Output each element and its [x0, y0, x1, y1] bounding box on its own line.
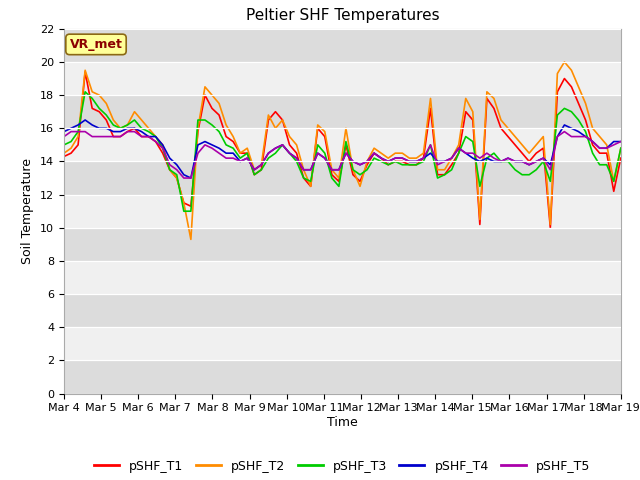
pSHF_T4 — [568, 125, 575, 131]
Bar — [64, 128, 621, 161]
pSHF_T1 — [399, 158, 406, 164]
Line: pSHF_T5: pSHF_T5 — [64, 132, 621, 178]
pSHF_T3 — [434, 175, 442, 181]
Y-axis label: Soil Temperature: Soil Temperature — [22, 158, 35, 264]
pSHF_T4 — [406, 158, 413, 164]
Line: pSHF_T1: pSHF_T1 — [64, 72, 621, 228]
pSHF_T3 — [617, 145, 625, 151]
pSHF_T5 — [60, 134, 68, 140]
pSHF_T1 — [60, 154, 68, 159]
pSHF_T5 — [434, 162, 442, 168]
Text: VR_met: VR_met — [70, 38, 122, 51]
pSHF_T5 — [67, 129, 75, 134]
Legend: pSHF_T1, pSHF_T2, pSHF_T3, pSHF_T4, pSHF_T5: pSHF_T1, pSHF_T2, pSHF_T3, pSHF_T4, pSHF… — [89, 455, 596, 478]
pSHF_T2 — [314, 122, 321, 128]
Bar — [64, 294, 621, 327]
pSHF_T1 — [617, 155, 625, 161]
Bar — [64, 161, 621, 194]
pSHF_T1 — [568, 84, 575, 90]
pSHF_T2 — [60, 150, 68, 156]
pSHF_T5 — [321, 155, 328, 161]
Line: pSHF_T2: pSHF_T2 — [64, 62, 621, 240]
pSHF_T3 — [60, 142, 68, 148]
pSHF_T1 — [314, 125, 321, 131]
pSHF_T3 — [180, 208, 188, 214]
pSHF_T4 — [617, 139, 625, 144]
pSHF_T4 — [321, 155, 328, 161]
pSHF_T4 — [455, 145, 463, 151]
pSHF_T4 — [60, 129, 68, 134]
pSHF_T2 — [448, 155, 456, 161]
Bar — [64, 29, 621, 62]
pSHF_T1 — [448, 162, 456, 168]
pSHF_T1 — [427, 106, 435, 111]
pSHF_T4 — [81, 117, 89, 123]
pSHF_T4 — [434, 158, 442, 164]
pSHF_T1 — [81, 69, 89, 75]
pSHF_T3 — [321, 150, 328, 156]
Bar — [64, 228, 621, 261]
Bar — [64, 194, 621, 228]
pSHF_T2 — [561, 59, 568, 65]
pSHF_T5 — [568, 134, 575, 140]
Bar — [64, 62, 621, 95]
pSHF_T4 — [187, 175, 195, 181]
pSHF_T2 — [406, 155, 413, 161]
pSHF_T3 — [455, 150, 463, 156]
pSHF_T3 — [413, 162, 420, 168]
pSHF_T2 — [427, 96, 435, 101]
pSHF_T5 — [180, 175, 188, 181]
pSHF_T5 — [406, 158, 413, 164]
Line: pSHF_T3: pSHF_T3 — [64, 92, 621, 211]
Bar — [64, 261, 621, 294]
pSHF_T4 — [413, 158, 420, 164]
pSHF_T5 — [455, 145, 463, 151]
Line: pSHF_T4: pSHF_T4 — [64, 120, 621, 178]
Bar — [64, 327, 621, 360]
pSHF_T1 — [406, 162, 413, 168]
pSHF_T2 — [568, 67, 575, 73]
pSHF_T5 — [413, 158, 420, 164]
Title: Peltier SHF Temperatures: Peltier SHF Temperatures — [246, 9, 439, 24]
pSHF_T2 — [187, 237, 195, 242]
Bar — [64, 95, 621, 128]
pSHF_T1 — [547, 225, 554, 231]
pSHF_T5 — [617, 139, 625, 144]
pSHF_T3 — [81, 89, 89, 95]
Bar — [64, 360, 621, 394]
pSHF_T2 — [399, 150, 406, 156]
X-axis label: Time: Time — [327, 416, 358, 429]
pSHF_T2 — [617, 145, 625, 151]
pSHF_T3 — [568, 109, 575, 115]
pSHF_T3 — [406, 162, 413, 168]
